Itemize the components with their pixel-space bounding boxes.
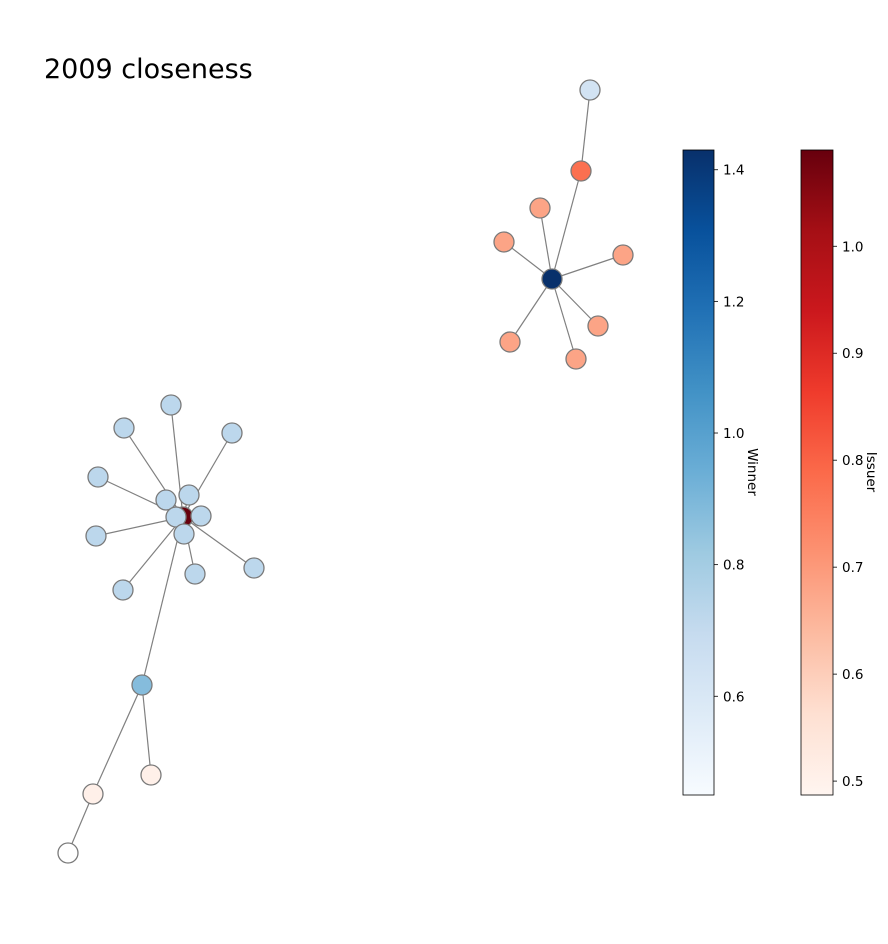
- graph-edge: [67, 793, 94, 854]
- issuer-colorbar-ticks: 0.5 0.6 0.7 0.8 0.9 1.0: [833, 239, 863, 790]
- graph-nodes: [57, 79, 634, 864]
- graph-node: [541, 268, 563, 290]
- graph-edge: [539, 207, 553, 280]
- issuer-colorbar-tick-label: 1.0: [842, 239, 863, 255]
- graph-node: [493, 231, 515, 253]
- graph-node: [85, 525, 107, 547]
- graph-node: [140, 764, 162, 786]
- graph-node: [579, 79, 601, 101]
- graph-node: [565, 348, 587, 370]
- issuer-colorbar-label: Issuer: [863, 452, 879, 493]
- graph-node: [184, 563, 206, 585]
- issuer-colorbar-tick-label: 0.6: [842, 667, 863, 683]
- issuer-colorbar-tick-label: 0.9: [842, 346, 863, 362]
- winner-colorbar-tick-label: 1.0: [723, 426, 744, 442]
- graph-node: [155, 489, 177, 511]
- graph-node: [221, 422, 243, 444]
- graph-edge: [141, 684, 152, 776]
- graph-node: [178, 484, 200, 506]
- graph-node: [612, 244, 634, 266]
- graph-node: [587, 315, 609, 337]
- graph-node: [529, 197, 551, 219]
- graph-node: [57, 842, 79, 864]
- graph-edge: [551, 278, 599, 327]
- graph-edge: [551, 170, 582, 280]
- issuer-colorbar-tick-label: 0.5: [842, 774, 863, 790]
- graph-node: [570, 160, 592, 182]
- issuer-colorbar-tick-label: 0.7: [842, 560, 863, 576]
- graph-node: [190, 505, 212, 527]
- winner-colorbar-tick-label: 1.2: [723, 294, 744, 310]
- winner-colorbar-gradient: [682, 149, 715, 796]
- graph-node: [499, 331, 521, 353]
- graph-edge: [580, 89, 591, 172]
- graph-edge: [92, 684, 143, 795]
- graph-edge: [509, 278, 553, 343]
- graph-node: [131, 674, 153, 696]
- figure-title: 2009 closeness: [44, 54, 253, 85]
- graph-edge: [551, 278, 577, 360]
- graph-node: [82, 783, 104, 805]
- graph-node: [87, 466, 109, 488]
- issuer-colorbar-gradient: [800, 149, 834, 796]
- winner-colorbar: 0.6 0.8 1.0 1.2 1.4 Winner: [682, 149, 760, 796]
- winner-colorbar-label: Winner: [744, 448, 760, 496]
- graph-edge: [122, 516, 184, 591]
- issuer-colorbar: 0.5 0.6 0.7 0.8 0.9 1.0 Issuer: [800, 149, 879, 796]
- graph-edge: [141, 516, 184, 686]
- graph-node: [173, 523, 195, 545]
- graph-node: [112, 579, 134, 601]
- winner-colorbar-tick-label: 0.6: [723, 689, 744, 705]
- graph-node: [113, 417, 135, 439]
- winner-colorbar-ticks: 0.6 0.8 1.0 1.2 1.4: [714, 163, 744, 705]
- graph-node: [243, 557, 265, 579]
- winner-colorbar-tick-label: 1.4: [723, 163, 744, 179]
- issuer-colorbar-tick-label: 0.8: [842, 453, 863, 469]
- graph-node: [160, 394, 182, 416]
- winner-colorbar-tick-label: 0.8: [723, 558, 744, 574]
- graph-edge: [182, 516, 255, 569]
- graph-edge: [551, 254, 624, 280]
